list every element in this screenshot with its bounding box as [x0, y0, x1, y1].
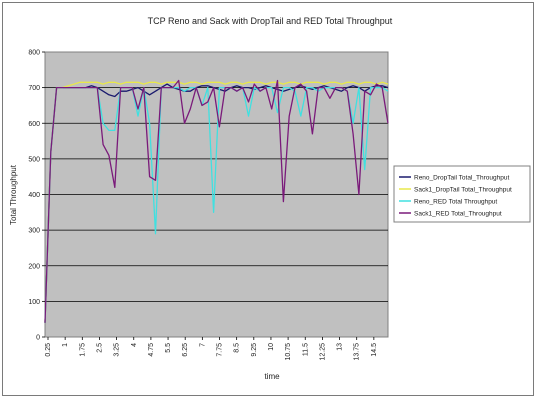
x-tick-label: 10 — [268, 343, 275, 351]
series-line-4 — [44, 79, 389, 323]
x-tick-label: 1.75 — [79, 343, 86, 357]
y-tick-label: 700 — [28, 85, 40, 92]
x-tick-label: 4 — [131, 343, 138, 347]
y-tick-label: 600 — [28, 121, 40, 128]
y-axis-label: Total Throughput — [9, 164, 18, 225]
chart-title: TCP Reno and Sack with DropTail and RED … — [148, 16, 393, 26]
y-tick-label: 300 — [28, 228, 40, 235]
x-tick-label: 13 — [337, 343, 344, 351]
y-tick-label: 200 — [28, 263, 40, 270]
x-tick-label: 8.5 — [234, 343, 241, 353]
x-tick-label: 11.5 — [302, 343, 309, 356]
y-axis-ticks: 0 100 200 300 400 500 600 700 800 — [28, 50, 45, 342]
x-tick-label: 3.25 — [114, 343, 121, 357]
legend-label: Sack1_RED Total_Throughput — [414, 211, 502, 218]
y-tick-label: 0 — [36, 335, 40, 342]
x-tick-label: 7 — [199, 343, 206, 347]
x-tick-label: 9.25 — [251, 343, 258, 357]
x-tick-label: 12.25 — [319, 343, 326, 361]
x-tick-label: 7.75 — [217, 343, 224, 357]
x-tick-label: 10.75 — [285, 343, 292, 361]
series-lines — [44, 79, 389, 323]
y-tick-label: 800 — [28, 50, 40, 57]
x-tick-label: 13.75 — [354, 343, 361, 361]
series-line-3 — [44, 86, 389, 323]
x-tick-label: 1 — [62, 343, 69, 347]
x-tick-label: 6.25 — [182, 343, 189, 357]
legend-label: Sack1_DropTail Total_Throughput — [414, 187, 512, 194]
legend-label: Reno_DropTail Total_Throughput — [414, 175, 509, 182]
legend-box — [393, 165, 531, 223]
y-tick-label: 500 — [28, 156, 40, 163]
legend: Reno_DropTail Total_Throughput Sack1_Drop… — [393, 165, 531, 223]
series-line-2 — [44, 81, 389, 323]
x-tick-label: 4.75 — [148, 343, 155, 357]
x-tick-label: 2.5 — [96, 343, 103, 353]
x-tick-label: 0.25 — [45, 343, 52, 357]
x-tick-label: 5.5 — [165, 343, 172, 353]
y-tick-label: 400 — [28, 192, 40, 199]
legend-label: Reno_RED Total Throughput — [414, 199, 497, 206]
x-axis-label: time — [264, 372, 280, 381]
y-tick-label: 100 — [28, 299, 40, 306]
x-tick-label: 14.5 — [371, 343, 378, 357]
x-axis-ticks: 0.25 1 1.75 2.5 3.25 4 4.75 5.5 6.25 7 7.75 8.5 9.25… — [45, 337, 378, 361]
